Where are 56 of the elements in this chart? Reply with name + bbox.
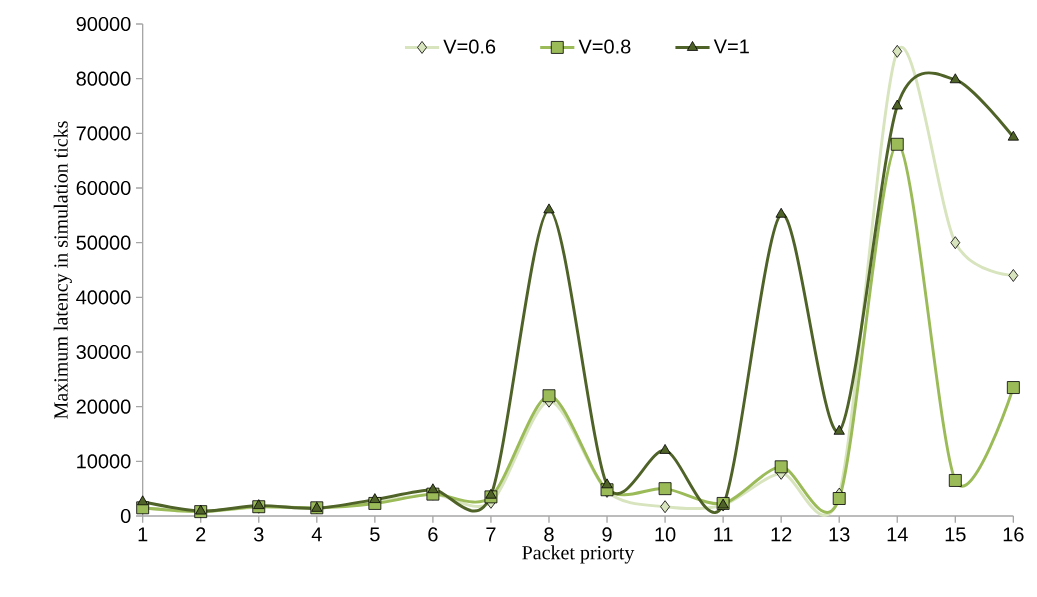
point xyxy=(253,499,265,510)
point xyxy=(1006,381,1020,394)
point xyxy=(601,478,613,489)
y-tick-label: 20000 xyxy=(76,399,131,414)
point xyxy=(833,424,845,435)
x-tick-label: 7 xyxy=(486,527,496,542)
x-tick-label: 15 xyxy=(945,527,966,542)
point xyxy=(369,493,381,503)
x-axis-title: Packet priorty xyxy=(522,545,635,564)
point xyxy=(832,492,846,505)
x-tick-label: 14 xyxy=(887,527,908,542)
point xyxy=(1007,130,1019,141)
y-tick-label: 70000 xyxy=(76,126,131,141)
x-tick-label: 11 xyxy=(714,527,733,542)
point xyxy=(660,500,670,514)
legend-label: V=0.8 xyxy=(578,39,631,54)
point xyxy=(948,474,962,487)
point xyxy=(891,99,903,110)
y-tick-label: 0 xyxy=(120,508,131,524)
x-tick-label: 16 xyxy=(1003,527,1024,542)
legend-label: V=1 xyxy=(713,39,749,54)
legend-label: V=0.6 xyxy=(443,39,496,54)
point xyxy=(892,44,903,58)
point xyxy=(950,236,961,250)
point xyxy=(1008,269,1019,282)
point xyxy=(195,504,207,515)
y-tick-label: 80000 xyxy=(76,71,131,86)
point xyxy=(774,460,788,474)
y-tick-label: 50000 xyxy=(76,235,131,250)
y-tick-label: 90000 xyxy=(76,16,131,32)
point xyxy=(775,207,787,218)
x-tick-label: 4 xyxy=(311,527,322,542)
point xyxy=(949,73,961,84)
y-tick-label: 10000 xyxy=(77,454,131,469)
point xyxy=(890,137,904,151)
x-tick-label: 1 xyxy=(138,527,148,542)
point xyxy=(485,488,497,499)
x-tick-label: 9 xyxy=(602,527,612,542)
x-tick-label: 10 xyxy=(655,527,676,542)
point xyxy=(659,444,671,454)
y-axis-title: Maximum latency in simulation ticks xyxy=(53,121,72,419)
y-tick-label: 60000 xyxy=(76,180,131,196)
point xyxy=(658,482,672,496)
y-tick-label: 40000 xyxy=(76,290,131,305)
x-tick-label: 13 xyxy=(829,527,850,542)
x-tick-label: 5 xyxy=(370,527,380,542)
point xyxy=(542,389,556,403)
x-tick-label: 8 xyxy=(544,527,554,542)
point xyxy=(543,203,555,214)
point xyxy=(137,495,149,506)
x-tick-label: 6 xyxy=(428,527,438,542)
x-tick-label: 3 xyxy=(253,527,264,542)
y-tick-label: 30000 xyxy=(76,344,131,360)
x-tick-label: 2 xyxy=(196,527,206,542)
x-tick-label: 12 xyxy=(771,527,792,542)
point xyxy=(427,483,439,494)
